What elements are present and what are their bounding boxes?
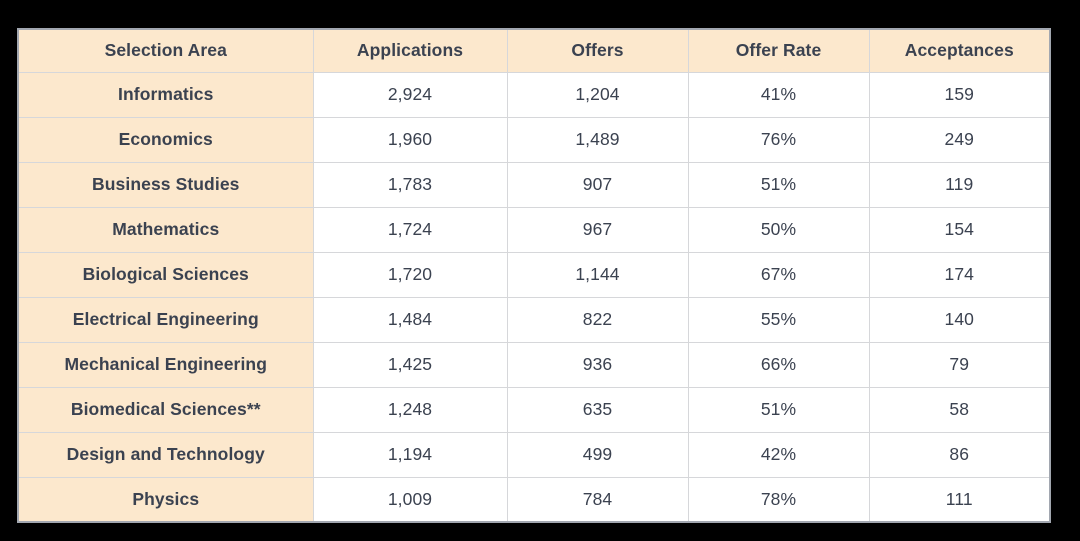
row-label-cell: Electrical Engineering bbox=[17, 296, 314, 343]
table-body: Informatics 2,924 1,204 41% 159 Economics 1,96… bbox=[17, 71, 1051, 523]
data-cell: 140 bbox=[868, 296, 1051, 343]
table-row: Mathematics 1,724 967 50% 154 bbox=[17, 206, 1051, 253]
data-cell: 499 bbox=[506, 431, 689, 478]
data-cell: 936 bbox=[506, 341, 689, 388]
data-cell: 111 bbox=[868, 476, 1051, 523]
data-cell: 51% bbox=[687, 161, 870, 208]
table-row: Electrical Engineering 1,484 822 55% 140 bbox=[17, 296, 1051, 343]
header-row: Selection Area Applications Offers Offer Ra… bbox=[17, 28, 1051, 73]
row-label-cell: Mechanical Engineering bbox=[17, 341, 314, 388]
admissions-table: Selection Area Applications Offers Offer Ra… bbox=[17, 28, 1051, 523]
row-label-cell: Biological Sciences bbox=[17, 251, 314, 298]
row-label-cell: Business Studies bbox=[17, 161, 314, 208]
data-cell: 86 bbox=[868, 431, 1051, 478]
data-cell: 1,009 bbox=[312, 476, 508, 523]
row-label-cell: Informatics bbox=[17, 71, 314, 118]
table-row: Biological Sciences 1,720 1,144 67% 174 bbox=[17, 251, 1051, 298]
data-cell: 58 bbox=[868, 386, 1051, 433]
data-cell: 1,248 bbox=[312, 386, 508, 433]
table-row: Informatics 2,924 1,204 41% 159 bbox=[17, 71, 1051, 118]
data-cell: 41% bbox=[687, 71, 870, 118]
column-header: Acceptances bbox=[868, 28, 1051, 73]
table-row: Biomedical Sciences** 1,248 635 51% 58 bbox=[17, 386, 1051, 433]
data-cell: 635 bbox=[506, 386, 689, 433]
data-cell: 51% bbox=[687, 386, 870, 433]
data-cell: 1,489 bbox=[506, 116, 689, 163]
admissions-table-container: Selection Area Applications Offers Offer Ra… bbox=[17, 28, 1051, 523]
row-label-cell: Physics bbox=[17, 476, 314, 523]
row-label-cell: Biomedical Sciences** bbox=[17, 386, 314, 433]
row-label-cell: Economics bbox=[17, 116, 314, 163]
data-cell: 1,425 bbox=[312, 341, 508, 388]
data-cell: 50% bbox=[687, 206, 870, 253]
data-cell: 76% bbox=[687, 116, 870, 163]
data-cell: 822 bbox=[506, 296, 689, 343]
data-cell: 79 bbox=[868, 341, 1051, 388]
data-cell: 78% bbox=[687, 476, 870, 523]
data-cell: 154 bbox=[868, 206, 1051, 253]
table-row: Design and Technology 1,194 499 42% 86 bbox=[17, 431, 1051, 478]
data-cell: 1,720 bbox=[312, 251, 508, 298]
column-header: Offer Rate bbox=[687, 28, 870, 73]
data-cell: 159 bbox=[868, 71, 1051, 118]
data-cell: 784 bbox=[506, 476, 689, 523]
data-cell: 1,484 bbox=[312, 296, 508, 343]
column-header: Offers bbox=[506, 28, 689, 73]
data-cell: 1,960 bbox=[312, 116, 508, 163]
column-header: Selection Area bbox=[17, 28, 314, 73]
data-cell: 174 bbox=[868, 251, 1051, 298]
data-cell: 55% bbox=[687, 296, 870, 343]
data-cell: 2,924 bbox=[312, 71, 508, 118]
data-cell: 249 bbox=[868, 116, 1051, 163]
data-cell: 1,194 bbox=[312, 431, 508, 478]
data-cell: 967 bbox=[506, 206, 689, 253]
table-row: Economics 1,960 1,489 76% 249 bbox=[17, 116, 1051, 163]
column-header: Applications bbox=[312, 28, 508, 73]
data-cell: 907 bbox=[506, 161, 689, 208]
data-cell: 67% bbox=[687, 251, 870, 298]
table-row: Physics 1,009 784 78% 111 bbox=[17, 476, 1051, 523]
data-cell: 1,724 bbox=[312, 206, 508, 253]
data-cell: 1,144 bbox=[506, 251, 689, 298]
table-row: Mechanical Engineering 1,425 936 66% 79 bbox=[17, 341, 1051, 388]
data-cell: 119 bbox=[868, 161, 1051, 208]
row-label-cell: Mathematics bbox=[17, 206, 314, 253]
row-label-cell: Design and Technology bbox=[17, 431, 314, 478]
table-row: Business Studies 1,783 907 51% 119 bbox=[17, 161, 1051, 208]
data-cell: 1,204 bbox=[506, 71, 689, 118]
data-cell: 1,783 bbox=[312, 161, 508, 208]
data-cell: 66% bbox=[687, 341, 870, 388]
data-cell: 42% bbox=[687, 431, 870, 478]
